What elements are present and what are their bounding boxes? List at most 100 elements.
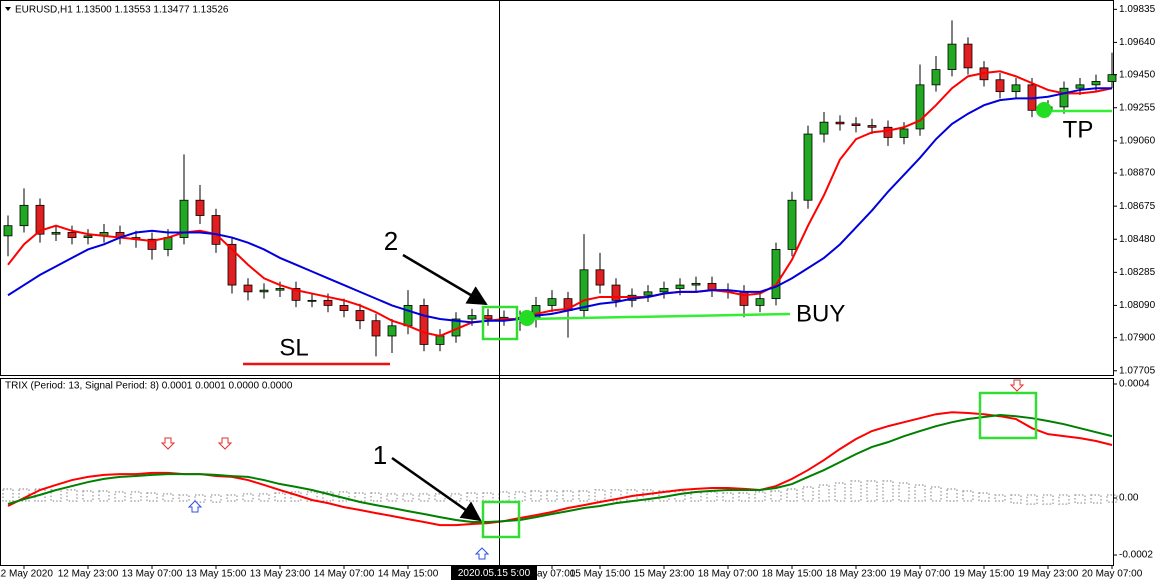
histogram-bar (738, 492, 750, 502)
candle-body (867, 125, 877, 128)
candle-body (819, 121, 829, 135)
histogram-bar (1058, 494, 1070, 505)
histogram-bar (418, 493, 430, 502)
histogram-bar (626, 489, 638, 502)
histogram-bar (818, 484, 830, 502)
histogram-bar (914, 484, 926, 502)
histogram-bar (1026, 494, 1038, 505)
histogram-bar (114, 491, 126, 502)
histogram-bar (754, 491, 766, 502)
x-tick-label: 15 May 23:00 (634, 569, 695, 580)
tp-marker (1036, 102, 1052, 118)
histogram-bar (1010, 494, 1022, 504)
histogram-bar (82, 490, 94, 502)
histogram-bar (722, 492, 734, 502)
histogram-bar (1090, 494, 1102, 504)
y-tick-label: 1.09060 (1119, 135, 1156, 146)
candle-body (371, 320, 381, 337)
x-tick-label: 18 May 15:00 (762, 569, 823, 580)
signal-box (481, 305, 519, 341)
candle-body (771, 249, 781, 300)
candle-body (643, 291, 653, 296)
histogram-bar (146, 492, 158, 502)
candle-body (963, 43, 973, 69)
histogram-bar (242, 493, 254, 502)
candle-body (419, 305, 429, 345)
histogram-bar (530, 490, 542, 502)
candle-body (19, 204, 29, 227)
x-tick-label: May 07:00 (529, 569, 576, 580)
histogram-bar (1106, 494, 1118, 503)
histogram-bar (18, 488, 30, 502)
candle-body (35, 204, 45, 235)
candle-body (1075, 84, 1085, 89)
histogram-bar (338, 491, 350, 502)
x-tick-label: 13 May 15:00 (186, 569, 247, 580)
candle-body (1091, 81, 1101, 86)
exit-box (978, 391, 1038, 440)
histogram-bar (610, 489, 622, 502)
candle-body (387, 325, 397, 337)
candle-body (211, 215, 221, 245)
annotation-2: 2 (384, 226, 398, 256)
candle-body (803, 133, 813, 201)
price-layer (3, 20, 1117, 357)
candle-body (947, 43, 957, 70)
histogram-bar (962, 490, 974, 502)
candle-body (67, 232, 77, 238)
candle-body (1059, 87, 1069, 108)
candle-body (595, 269, 605, 286)
buy-marker (519, 310, 535, 326)
y-tick-label: 1.09255 (1119, 102, 1156, 113)
histogram-bar (162, 493, 174, 502)
candle-body (195, 199, 205, 216)
candle-body (83, 235, 93, 238)
candle-body (675, 284, 685, 289)
candle-body (275, 288, 285, 291)
candle-body (611, 284, 621, 301)
trix-title: TRIX (Period: 13, Signal Period: 8) 0.00… (5, 381, 293, 392)
y-tick-label: 1.09450 (1119, 69, 1156, 80)
x-tick-label: 14 May 15:00 (378, 569, 439, 580)
annotation-sl: SL (279, 334, 308, 361)
arrow (391, 456, 482, 522)
indicator-line (7, 414, 1113, 523)
candle-body (435, 335, 445, 345)
x-tick-label: 20 May 07:00 (1082, 569, 1143, 580)
histogram-bar (450, 493, 462, 502)
histogram-bar (354, 492, 366, 502)
x-tick-label: 19 May 07:00 (890, 569, 951, 580)
candle-body (147, 238, 157, 250)
trix-layer (2, 411, 1118, 527)
indicator-line (7, 87, 1112, 324)
candle-body (179, 199, 189, 238)
candle-body (915, 84, 925, 130)
candle-body (339, 305, 349, 311)
histogram-bar (306, 491, 318, 502)
x-tick-label: 12 May 23:00 (58, 569, 119, 580)
histogram-bar (322, 491, 334, 502)
histogram-bar (370, 492, 382, 502)
histogram-bar (274, 492, 286, 502)
histogram-bar (594, 489, 606, 502)
histogram-bar (850, 480, 862, 502)
y-tick-label: 1.07900 (1119, 332, 1156, 343)
histogram-bar (194, 494, 206, 503)
annotation-tp: TP (1063, 116, 1094, 143)
histogram-bar (642, 489, 654, 502)
candle-body (883, 126, 893, 138)
histogram-bar (2, 488, 14, 502)
x-tick-label: 12 May 2020 (0, 569, 53, 580)
histogram-bar (1074, 494, 1086, 504)
crosshair-label: 2020.05.15 5:00 (458, 568, 531, 579)
candle-body (403, 305, 413, 327)
sell-arrows (160, 379, 1025, 450)
histogram-bar (546, 490, 558, 502)
y-tick-label: 0.0004 (1119, 379, 1150, 390)
candle-body (3, 225, 13, 237)
candle-body (307, 299, 317, 302)
histogram-bar (482, 492, 494, 502)
histogram-bar (210, 494, 222, 503)
